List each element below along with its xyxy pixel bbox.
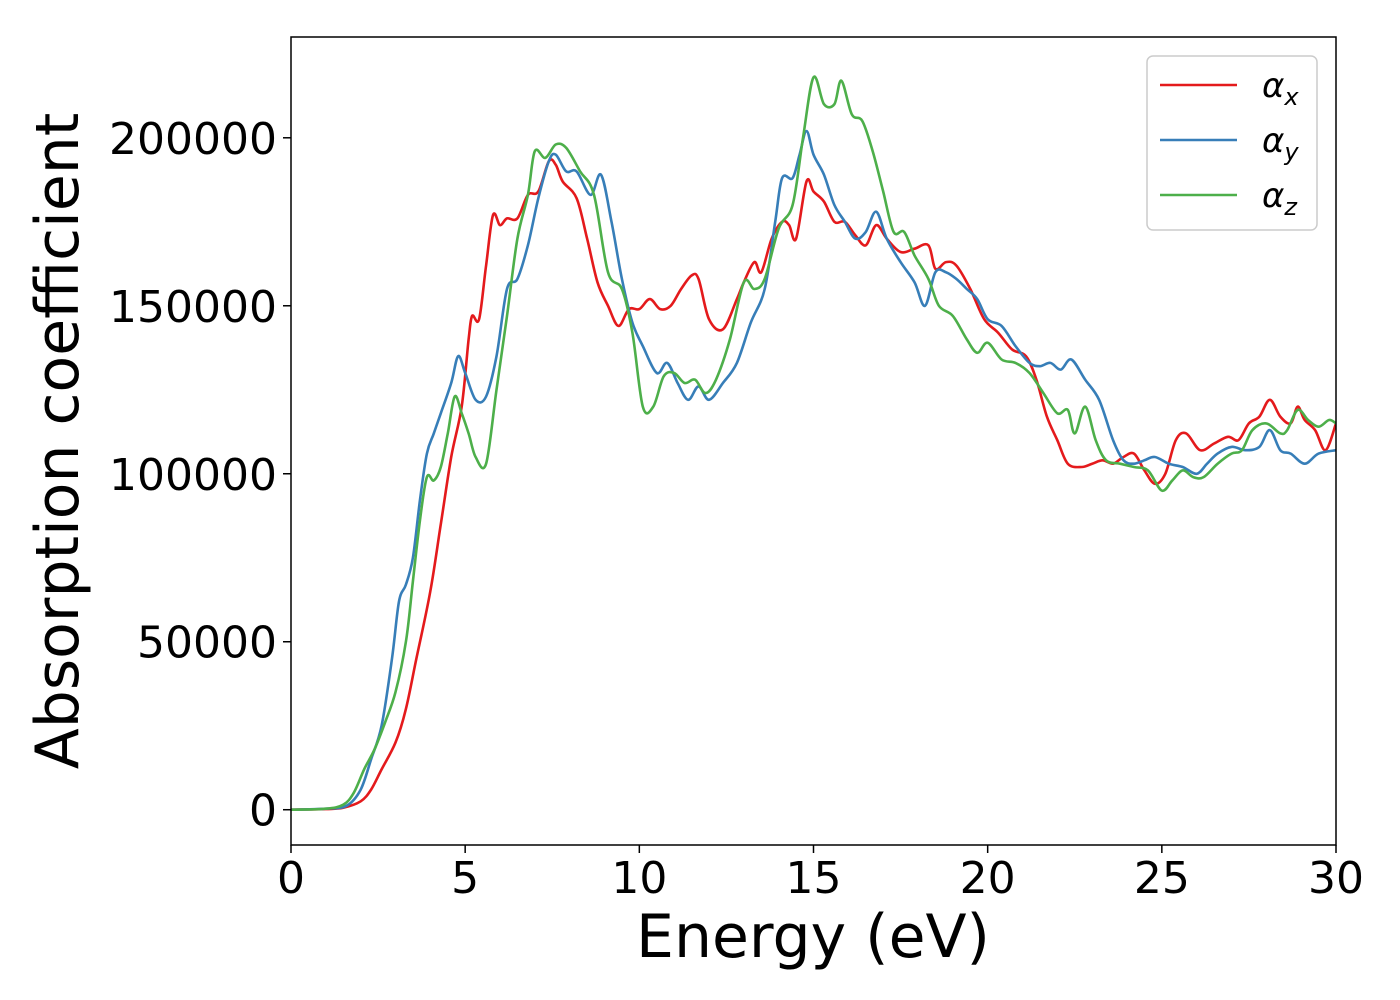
x-axis-label: Energy (eV) [636,902,990,972]
x-tick-label: 15 [786,853,842,904]
y-tick-label: 100000 [109,450,277,501]
y-axis-label: Absorption coefficient [23,113,93,770]
plot-area [291,75,1336,811]
y-tick-label: 200000 [109,114,277,165]
legend-box [1146,55,1318,231]
x-tick-label: 20 [960,853,1016,904]
legend-label-y: αy [1262,121,1299,166]
series-line-x [291,158,1336,811]
y-tick-label: 150000 [109,282,277,333]
x-tick-label: 10 [611,853,667,904]
legend: αx αy αz [1146,55,1318,231]
x-tick-label: 30 [1308,853,1364,904]
x-tick-label: 0 [277,853,305,904]
legend-label-z: αz [1262,176,1298,221]
x-axis: 0 5 10 15 20 25 30 [277,845,1364,904]
x-tick-label: 5 [451,853,479,904]
series-line-z [291,75,1336,811]
y-tick-label: 0 [249,786,277,837]
legend-label-x: αx [1262,66,1299,111]
x-tick-label: 25 [1134,853,1190,904]
y-tick-label: 50000 [137,618,277,669]
series-line-y [291,129,1336,811]
y-axis: 0 50000 100000 150000 200000 [109,114,291,837]
